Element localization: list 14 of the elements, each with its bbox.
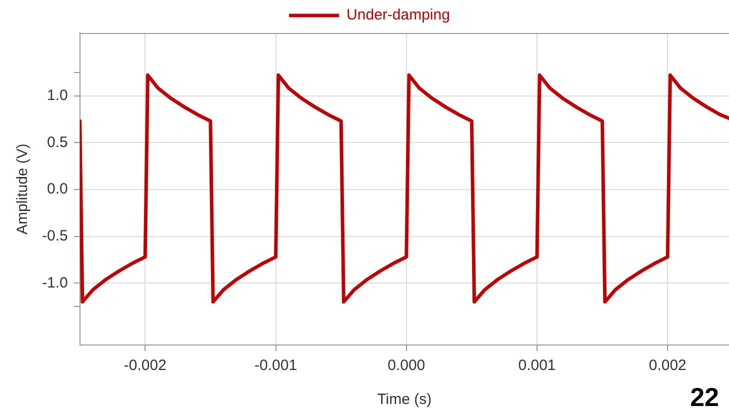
legend-label: Under-damping: [346, 6, 450, 24]
x-tick-label: -0.001: [254, 357, 298, 374]
y-tick-label: 0.0: [46, 180, 68, 198]
x-axis-title: Time (s): [377, 391, 432, 408]
x-tick-label: 0.001: [518, 357, 556, 374]
y-axis-title: Amplitude (V): [14, 144, 32, 234]
y-tick-label: 0.5: [46, 134, 68, 151]
x-tick-label: 0.000: [388, 357, 426, 374]
x-tick-label: -0.002: [124, 357, 166, 374]
y-tick-label: 1.0: [46, 86, 68, 104]
text: 22: [690, 382, 719, 413]
y-tick-label: -1.0: [42, 274, 68, 292]
x-tick-label: 0.002: [648, 357, 686, 374]
y-tick-label: -0.5: [42, 227, 68, 244]
